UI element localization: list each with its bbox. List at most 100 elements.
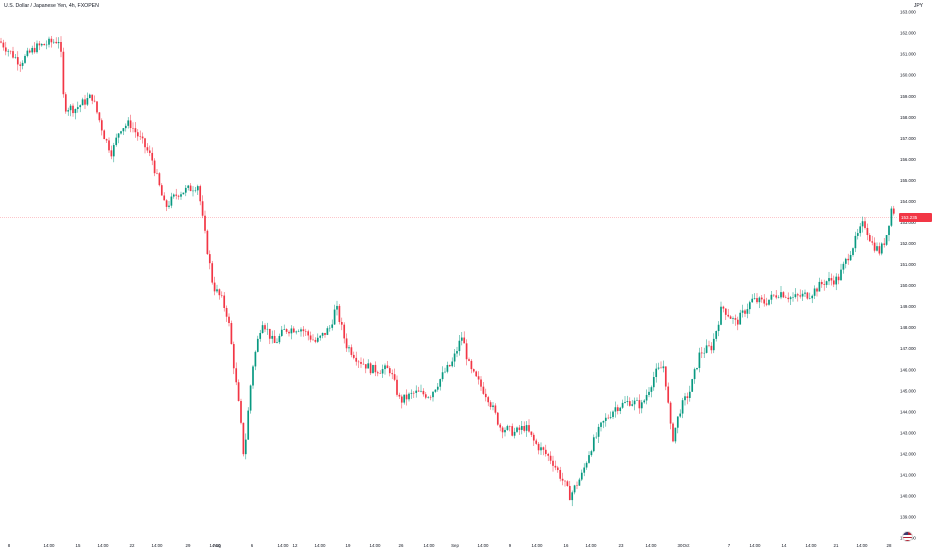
candle-body: [552, 460, 554, 466]
candle-body: [804, 292, 806, 294]
candle-body: [153, 160, 156, 174]
candle-body: [760, 297, 763, 300]
candle-body: [436, 386, 439, 390]
y-tick-label: 143.000: [900, 430, 916, 435]
candle-body: [33, 47, 36, 53]
us-flag-icon[interactable]: [902, 531, 913, 542]
candle-body: [664, 366, 667, 387]
y-tick-label: 160.000: [900, 73, 916, 78]
candle-body: [504, 429, 506, 433]
candle-body: [679, 413, 682, 417]
candle-body: [19, 64, 22, 66]
candle-body: [180, 194, 182, 197]
candle-body: [364, 364, 367, 369]
candle-body: [876, 246, 878, 251]
symbol-legend: U.S. Dollar / Japanese Yen, 4h, FXOPEN: [4, 3, 99, 9]
candle-body: [412, 392, 415, 394]
y-tick-label: 145.000: [900, 388, 916, 393]
candle-body: [120, 131, 122, 134]
candle-body: [206, 230, 209, 255]
candle-body: [463, 337, 466, 344]
candle-body: [614, 407, 617, 412]
candle-body: [400, 396, 403, 403]
candle-body: [717, 324, 720, 332]
candle-body: [9, 50, 12, 52]
x-tick-label: 14:00: [44, 543, 56, 548]
candle-body: [208, 254, 211, 264]
y-tick-label: 146.000: [900, 367, 916, 372]
candle-body: [655, 368, 658, 378]
candle-body: [852, 248, 854, 255]
candle-body: [669, 402, 672, 424]
candle-body: [823, 284, 826, 285]
candle-body: [158, 173, 161, 186]
candle-body: [578, 479, 581, 486]
candle-body: [105, 139, 108, 141]
candle-body: [93, 100, 96, 102]
candle-body: [748, 302, 751, 310]
candle-body: [451, 361, 454, 367]
candle-body: [681, 400, 684, 414]
candle-body: [136, 132, 139, 137]
candle-body: [316, 337, 319, 342]
candle-body: [607, 417, 610, 419]
candle-body: [292, 328, 295, 333]
y-tick-label: 159.000: [900, 94, 916, 99]
candle-body: [388, 368, 391, 374]
candle-body: [472, 369, 475, 372]
candle-body: [372, 364, 374, 374]
candle-body: [196, 186, 199, 191]
candle-body: [112, 145, 115, 157]
candle-body: [84, 99, 86, 105]
candle-body: [76, 107, 79, 110]
candle-body: [770, 294, 773, 300]
candle-body: [228, 316, 230, 324]
candle-body: [674, 427, 677, 442]
candle-body: [619, 407, 622, 412]
candle-body: [835, 276, 838, 285]
candle-body: [0, 41, 2, 43]
candle-body: [720, 306, 722, 325]
candle-body: [129, 120, 132, 129]
candle-body: [350, 347, 353, 355]
candle-body: [600, 422, 602, 427]
candle-body: [43, 44, 46, 46]
candle-body: [309, 335, 312, 340]
candle-body: [369, 363, 372, 374]
candle-body: [141, 136, 144, 139]
candle-body: [530, 431, 533, 435]
candle-body: [24, 55, 26, 63]
candle-body: [768, 299, 770, 305]
candle-body: [14, 57, 17, 58]
x-tick-label: 14:00: [750, 543, 762, 548]
candle-body: [31, 47, 34, 53]
candle-body: [211, 263, 214, 283]
candle-body: [100, 120, 103, 131]
candle-body: [696, 367, 698, 370]
candle-body: [256, 338, 259, 352]
candle-body: [645, 394, 648, 401]
candle-body: [746, 309, 749, 314]
candle-body: [338, 305, 341, 323]
candle-body: [568, 485, 571, 501]
candle-body: [352, 354, 355, 358]
candle-body: [72, 105, 74, 114]
candle-body: [50, 38, 53, 43]
candle-body: [492, 405, 494, 408]
candle-body: [290, 328, 293, 334]
candle-body: [362, 363, 365, 365]
y-tick-label: 148.000: [900, 325, 916, 330]
candle-body: [319, 335, 322, 338]
x-tick-label: 21: [834, 543, 839, 548]
candle-body: [871, 241, 874, 243]
candle-body: [616, 407, 619, 412]
y-tick-label: 151.000: [900, 262, 916, 267]
candle-body: [756, 298, 758, 303]
candle-body: [816, 288, 818, 292]
candle-body: [782, 292, 785, 298]
y-tick-label: 156.000: [900, 157, 916, 162]
candle-body: [741, 310, 744, 313]
candle-body: [511, 426, 514, 436]
